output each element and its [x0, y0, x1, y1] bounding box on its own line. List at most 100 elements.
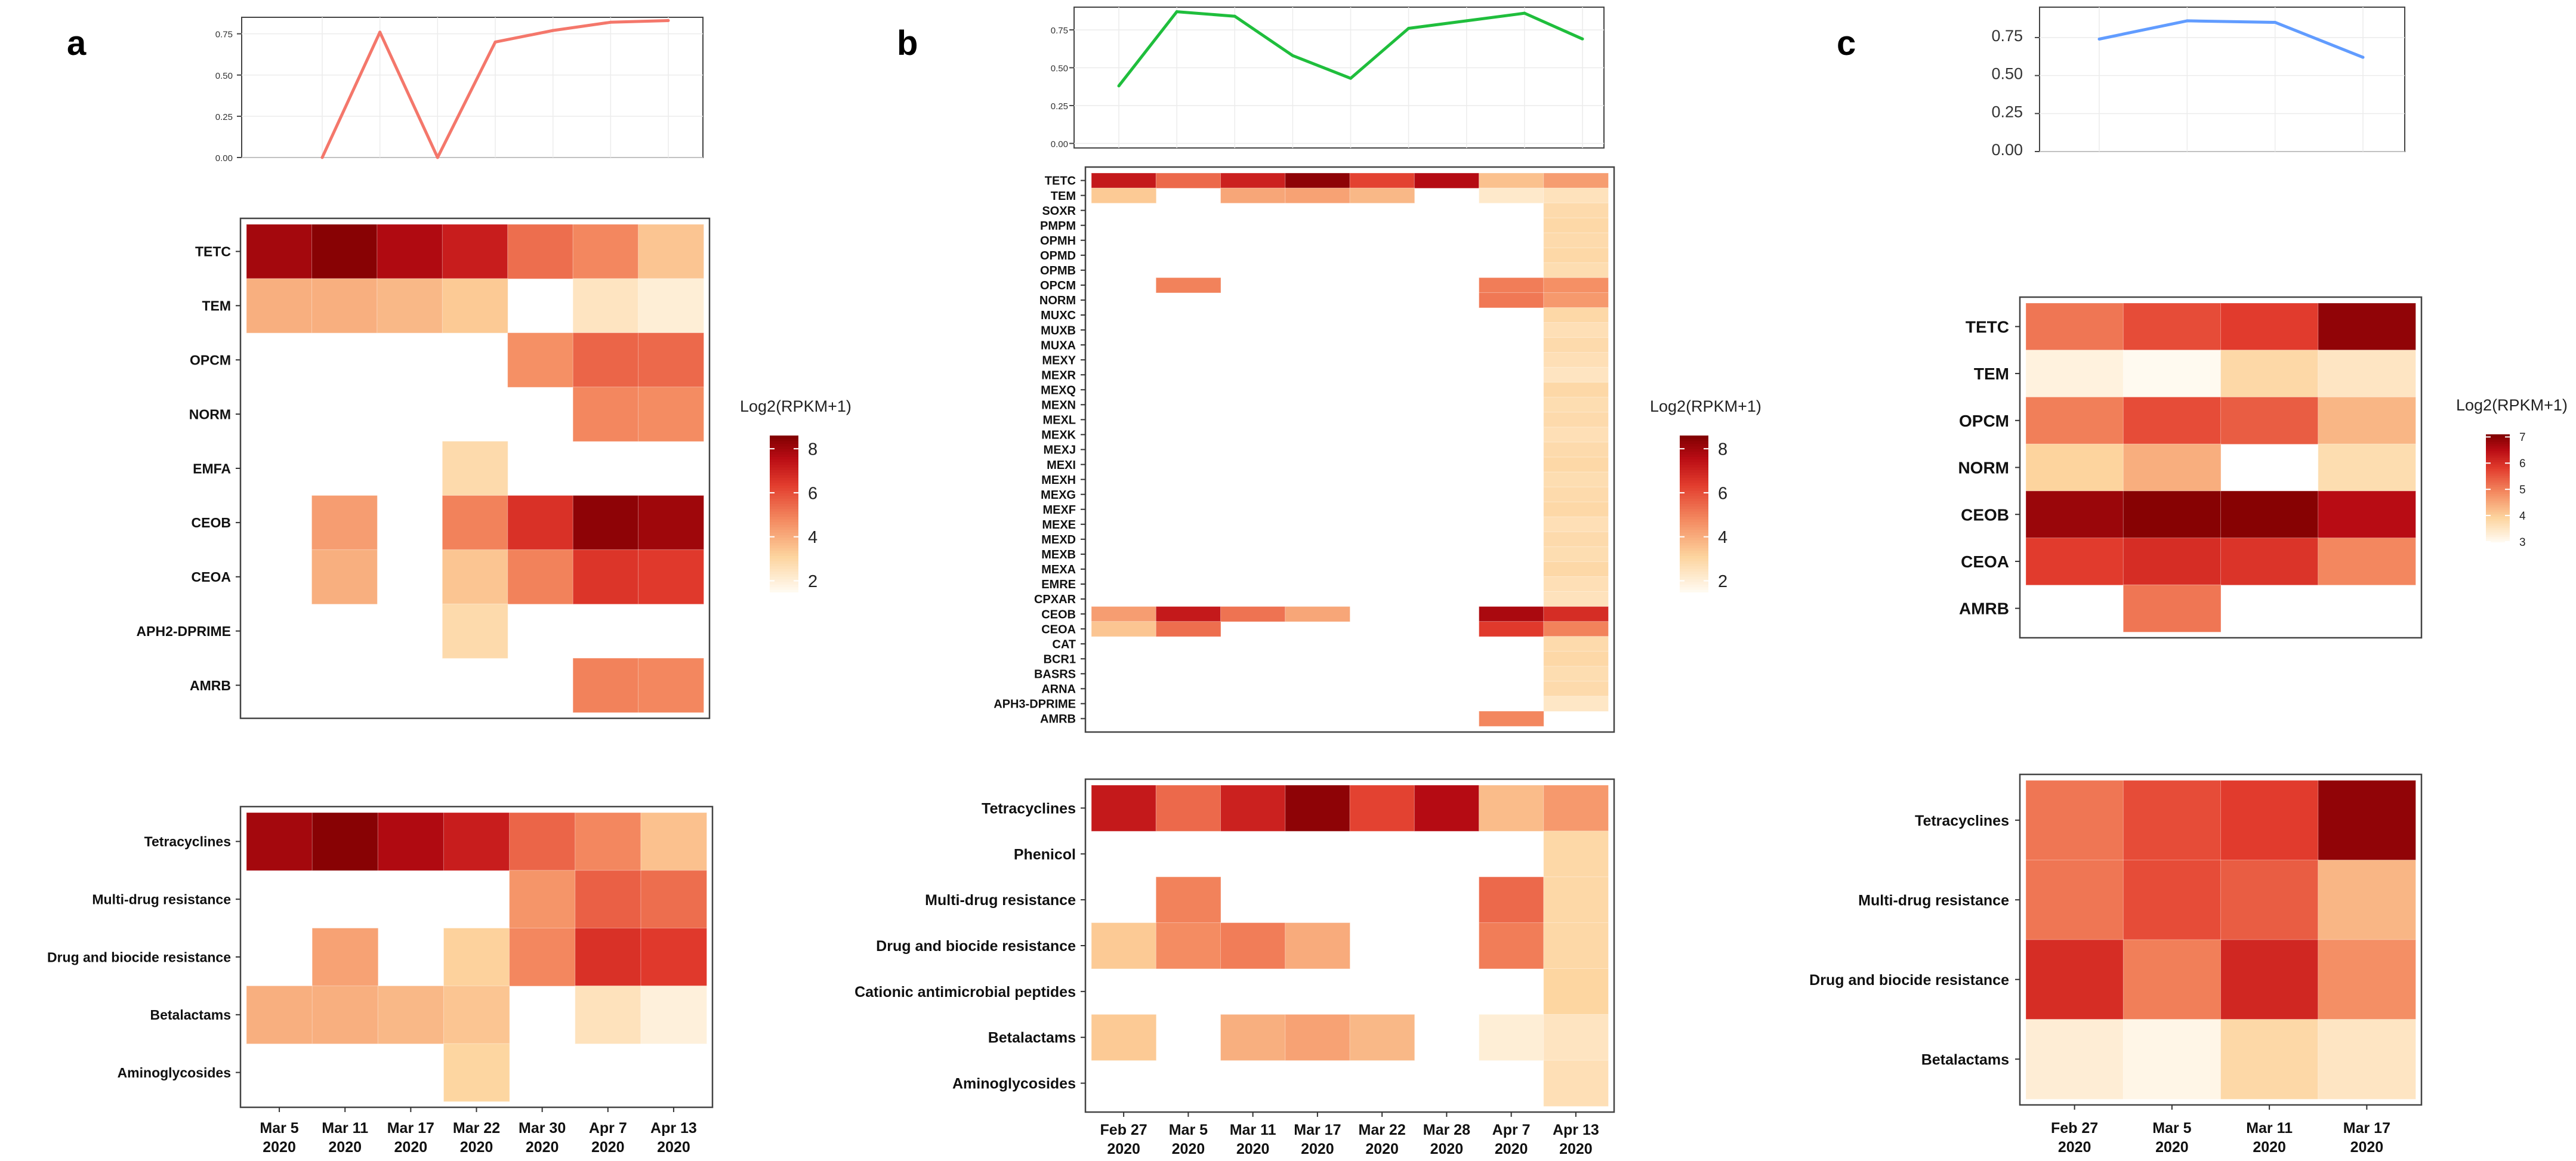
heat-cell [1479, 876, 1544, 924]
legend-gradient-step [770, 560, 798, 564]
legend-gradient-step [770, 571, 798, 575]
heat-cell [572, 332, 639, 388]
heat-cell [2318, 490, 2416, 539]
column-label: Apr 7 [1492, 1122, 1531, 1138]
legend-gradient-step [2486, 475, 2510, 478]
row-label: NORM [1958, 459, 2009, 477]
heat-cell [2220, 350, 2319, 398]
heat-cell [2025, 1019, 2124, 1100]
heat-cell [1543, 696, 1609, 712]
column-year-label: 2020 [1559, 1141, 1593, 1157]
legend-gradient-step [2486, 538, 2510, 541]
legend-gradient-step [1680, 547, 1708, 551]
data-point [1465, 19, 1469, 23]
legend-gradient-step [1680, 480, 1708, 483]
legend-gradient-step [2486, 456, 2510, 458]
heat-cell [246, 812, 313, 871]
heat-cell [1543, 591, 1609, 607]
y-tick-label: 0.25 [215, 112, 233, 122]
legend-tick-label: 7 [2519, 431, 2526, 444]
row-label: CPXAR [1034, 593, 1076, 606]
heat-cell [1479, 785, 1544, 832]
heat-cell [572, 224, 639, 279]
heat-cell [311, 812, 379, 871]
column-label: Mar 5 [2152, 1120, 2191, 1137]
column-label: Apr 13 [650, 1120, 697, 1137]
legend-tick-label: 4 [2519, 510, 2526, 523]
heat-cell [640, 870, 708, 929]
heat-cell [2318, 780, 2416, 861]
heat-cell [1091, 187, 1157, 204]
heat-cell [1543, 681, 1609, 697]
legend-gradient-step [1680, 436, 1708, 439]
heat-cell [1091, 922, 1157, 969]
data-point [1407, 27, 1411, 30]
legend-gradient-step [1680, 555, 1708, 559]
legend-gradient-step [2486, 483, 2510, 485]
legend-gradient-step [1680, 451, 1708, 455]
heat-cell [1091, 1014, 1157, 1061]
heat-cell [1543, 471, 1609, 488]
heat-cell [443, 985, 510, 1045]
legend-gradient-step [770, 583, 798, 588]
legend-gradient-step [770, 451, 798, 455]
legend-gradient-step [770, 568, 798, 572]
legend-gradient-step [770, 501, 798, 504]
heat-cell [1155, 785, 1221, 832]
heat-cell [575, 928, 641, 987]
heat-cell [2220, 1019, 2319, 1100]
heat-cell [507, 332, 574, 388]
legend-gradient-step [2486, 465, 2510, 467]
heat-cell [1543, 666, 1609, 682]
heat-cell [1414, 785, 1480, 832]
heat-cell [1543, 292, 1609, 308]
legend-gradient-step [2486, 454, 2510, 456]
row-label: MUXB [1041, 324, 1076, 337]
heat-cell [1543, 172, 1609, 189]
heat-cell [1091, 621, 1157, 637]
column-year-label: 2020 [2253, 1139, 2286, 1156]
series-line [2099, 19, 2364, 59]
heat-cell [311, 928, 379, 987]
legend-gradient-step [1680, 484, 1708, 489]
heat-cell [2025, 939, 2124, 1020]
row-label: TEM [1974, 365, 2009, 383]
heat-cell [377, 278, 443, 334]
legend-gradient-step [1680, 503, 1708, 507]
panel-label-a: a [67, 24, 87, 63]
panel-c-gene-heatmap: TETC TEM OPCM NORM CEOB CEOA AMRB Log2(RPKM+1) 3… [1958, 296, 2568, 639]
data-point [436, 156, 439, 159]
legend-gradient-step [2486, 436, 2510, 439]
column-year-label: 2020 [1236, 1141, 1270, 1157]
legend-tick-label: 6 [1718, 484, 1727, 503]
heat-cell [509, 812, 576, 871]
legend-gradient-step [1680, 579, 1708, 582]
legend-gradient-step [770, 537, 798, 541]
heat-cell [1543, 546, 1609, 563]
column-year-label: 2020 [328, 1139, 362, 1156]
legend-gradient-step [2486, 524, 2510, 526]
legend-gradient-step [1680, 539, 1708, 544]
legend-title: Log2(RPKM+1) [740, 397, 852, 415]
heat-cell [1543, 922, 1609, 969]
legend-tick-label: 8 [808, 440, 817, 459]
heat-cell [640, 928, 708, 987]
row-label: APH3-DPRIME [994, 698, 1076, 711]
heat-cell [311, 549, 378, 605]
heat-cell [640, 985, 708, 1045]
heat-cell [442, 549, 508, 605]
row-label: NORM [189, 406, 231, 422]
column-year-label: 2020 [657, 1139, 690, 1156]
legend-gradient-step [1680, 545, 1708, 548]
heat-cell [1543, 307, 1609, 323]
heat-cell [1543, 441, 1609, 458]
heat-cell [311, 985, 379, 1045]
legend-gradient-step [1680, 542, 1708, 546]
data-point [378, 30, 382, 34]
column-label: Mar 22 [1359, 1122, 1406, 1138]
column-year-label: 2020 [1107, 1141, 1140, 1157]
heat-cell [1155, 621, 1221, 637]
data-point [493, 40, 497, 44]
heat-cell [311, 224, 378, 279]
legend-gradient-step [770, 566, 798, 569]
